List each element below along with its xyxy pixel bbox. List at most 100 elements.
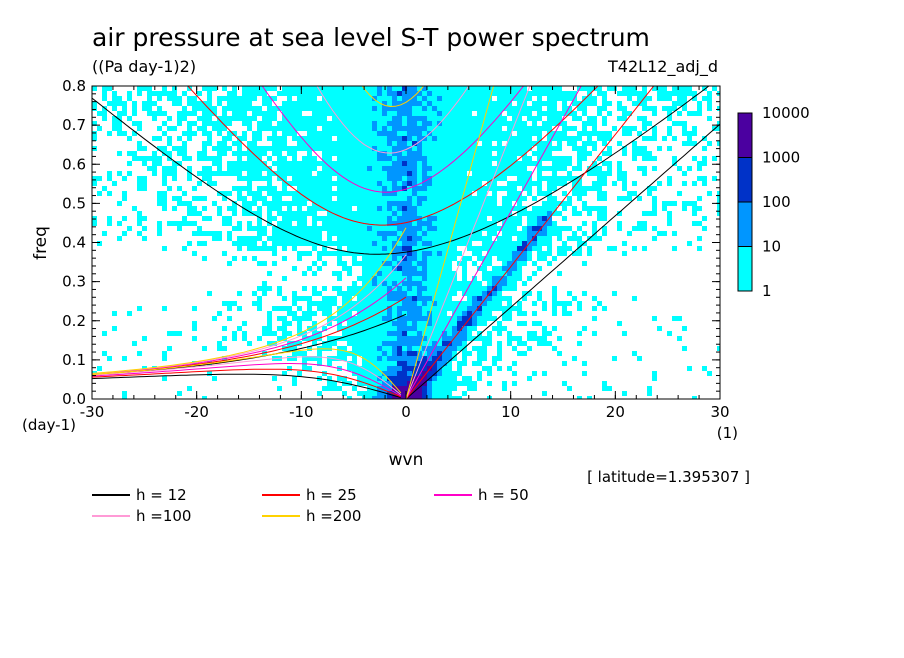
spectrum-cell: [447, 136, 452, 141]
spectrum-cell: [282, 326, 287, 331]
spectrum-cell: [452, 126, 457, 131]
spectrum-cell: [387, 176, 392, 181]
spectrum-cell: [202, 141, 207, 146]
spectrum-cell: [622, 126, 627, 131]
spectrum-cell: [407, 146, 412, 151]
spectrum-cell: [447, 131, 452, 136]
spectrum-cell: [617, 321, 622, 326]
spectrum-cell: [337, 191, 342, 196]
spectrum-cell: [422, 361, 427, 366]
spectrum-cell: [402, 311, 407, 316]
spectrum-cell: [502, 201, 507, 206]
spectrum-cell: [522, 146, 527, 151]
spectrum-cell: [297, 236, 302, 241]
spectrum-cell: [647, 151, 652, 156]
spectrum-cell: [337, 326, 342, 331]
axis-ticks: -30 -20 -10 0 10 20 300.00.10.20.30.40.50.60.7…: [62, 77, 729, 421]
spectrum-cell: [217, 311, 222, 316]
spectrum-cell: [247, 96, 252, 101]
spectrum-cell: [407, 376, 412, 381]
spectrum-cell: [332, 106, 337, 111]
spectrum-cell: [702, 226, 707, 231]
spectrum-cell: [462, 221, 467, 226]
spectrum-cell: [112, 101, 117, 106]
spectrum-cell: [507, 236, 512, 241]
spectrum-cell: [347, 341, 352, 346]
spectrum-cell: [632, 141, 637, 146]
spectrum-cell: [392, 106, 397, 111]
spectrum-cell: [647, 96, 652, 101]
spectrum-cell: [357, 246, 362, 251]
spectrum-cell: [407, 371, 412, 376]
spectrum-cell: [282, 276, 287, 281]
spectrum-cell: [447, 296, 452, 301]
spectrum-cell: [492, 181, 497, 186]
spectrum-cell: [372, 126, 377, 131]
spectrum-cell: [392, 331, 397, 336]
spectrum-cell: [642, 136, 647, 141]
spectrum-cell: [492, 156, 497, 161]
spectrum-cell: [432, 106, 437, 111]
spectrum-cell: [377, 216, 382, 221]
spectrum-cell: [362, 131, 367, 136]
spectrum-cell: [447, 171, 452, 176]
spectrum-cell: [242, 336, 247, 341]
spectrum-cell: [442, 386, 447, 391]
spectrum-cell: [412, 116, 417, 121]
spectrum-cell: [562, 166, 567, 171]
spectrum-cell: [557, 136, 562, 141]
spectrum-cell: [507, 271, 512, 276]
spectrum-cell: [347, 336, 352, 341]
spectrum-cell: [342, 181, 347, 186]
spectrum-cell: [467, 86, 472, 91]
spectrum-cell: [547, 176, 552, 181]
spectrum-cell: [582, 151, 587, 156]
spectrum-cell: [397, 336, 402, 341]
spectrum-cell: [542, 251, 547, 256]
spectrum-cell: [402, 201, 407, 206]
spectrum-cell: [482, 301, 487, 306]
spectrum-cell: [452, 251, 457, 256]
spectrum-cell: [517, 141, 522, 146]
spectrum-cell: [257, 286, 262, 291]
spectrum-cell: [417, 301, 422, 306]
spectrum-cell: [447, 121, 452, 126]
spectrum-cell: [302, 101, 307, 106]
spectrum-cell: [427, 316, 432, 321]
spectrum-cell: [507, 146, 512, 151]
spectrum-cell: [542, 306, 547, 311]
spectrum-cell: [452, 286, 457, 291]
x-axis-title: wvn: [389, 450, 424, 470]
spectrum-cell: [547, 251, 552, 256]
spectrum-cell: [477, 371, 482, 376]
spectrum-cell: [522, 106, 527, 111]
spectrum-cell: [372, 141, 377, 146]
spectrum-cell: [202, 156, 207, 161]
spectrum-cell: [572, 91, 577, 96]
spectrum-cell: [387, 246, 392, 251]
spectrum-cell: [142, 216, 147, 221]
spectrum-cell: [347, 176, 352, 181]
spectrum-cell: [442, 376, 447, 381]
spectrum-cell: [587, 171, 592, 176]
spectrum-cell: [367, 146, 372, 151]
spectrum-cell: [532, 231, 537, 236]
spectrum-cell: [272, 241, 277, 246]
spectrum-cell: [342, 116, 347, 121]
spectrum-cell: [327, 186, 332, 191]
spectrum-cell: [352, 211, 357, 216]
spectrum-cell: [282, 336, 287, 341]
spectrum-cell: [512, 161, 517, 166]
spectrum-cell: [597, 236, 602, 241]
spectrum-cell: [362, 311, 367, 316]
spectrum-cell: [527, 376, 532, 381]
spectrum-cell: [512, 111, 517, 116]
spectrum-cell: [347, 111, 352, 116]
spectrum-cell: [502, 161, 507, 166]
spectrum-cell: [647, 191, 652, 196]
spectrum-cell: [482, 166, 487, 171]
spectrum-cell: [342, 351, 347, 356]
spectrum-cell: [697, 176, 702, 181]
spectrum-cell: [482, 341, 487, 346]
spectrum-cell: [362, 201, 367, 206]
